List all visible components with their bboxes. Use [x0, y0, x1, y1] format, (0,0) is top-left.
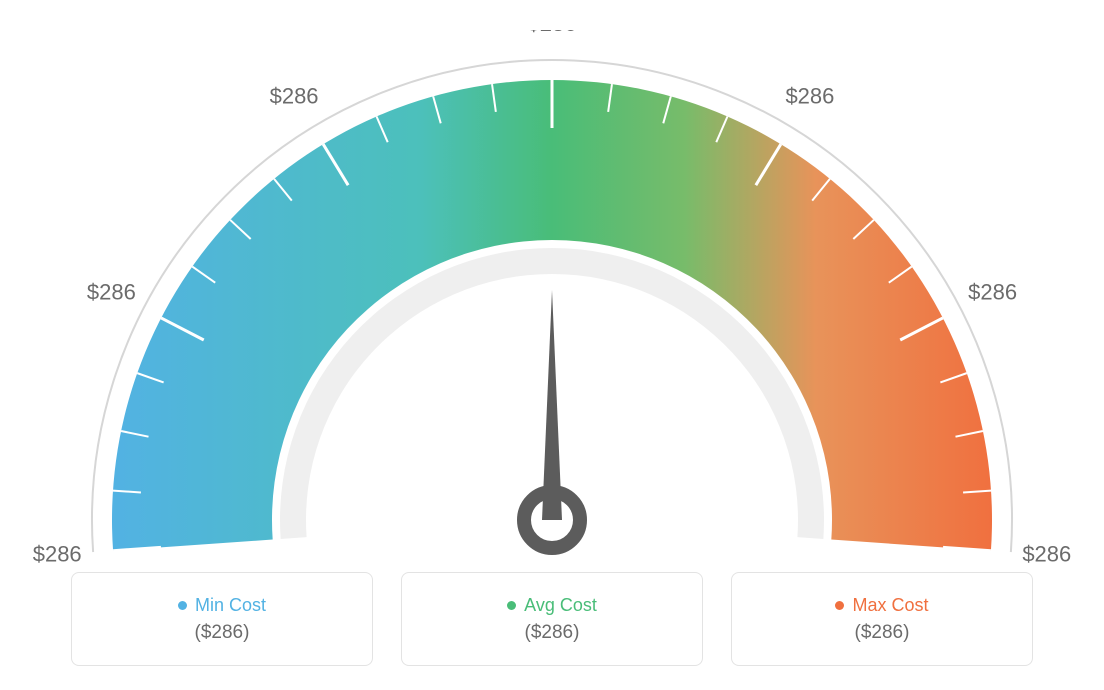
tick-label: $286: [87, 279, 136, 304]
legend-title: Min Cost: [178, 595, 266, 616]
tick-label: $286: [968, 279, 1017, 304]
legend-label: Max Cost: [852, 595, 928, 616]
tick-label: $286: [528, 30, 577, 36]
gauge: $286 $286 $286 $286 $286 $286 $286: [22, 30, 1082, 575]
tick-label: $286: [33, 542, 82, 567]
legend-value: ($286): [195, 622, 250, 644]
legend-row: Min Cost ($286) Avg Cost ($286) Max Cost ($28…: [71, 572, 1033, 666]
legend-title: Avg Cost: [507, 595, 597, 616]
legend-card: Min Cost ($286): [71, 572, 373, 666]
legend-card: Max Cost ($286): [731, 572, 1033, 666]
chart-container: $286 $286 $286 $286 $286 $286 $286 Min Cost ($2…: [0, 0, 1104, 690]
legend-dot-icon: [835, 601, 844, 610]
legend-value: ($286): [525, 622, 580, 644]
legend-label: Avg Cost: [524, 595, 597, 616]
tick-label: $286: [785, 83, 834, 108]
legend-dot-icon: [178, 601, 187, 610]
legend-card: Avg Cost ($286): [401, 572, 703, 666]
legend-title: Max Cost: [835, 595, 928, 616]
legend-dot-icon: [507, 601, 516, 610]
tick-label: $286: [270, 83, 319, 108]
legend-value: ($286): [855, 622, 910, 644]
legend-label: Min Cost: [195, 595, 266, 616]
gauge-svg: $286 $286 $286 $286 $286 $286 $286: [22, 30, 1082, 570]
tick-label: $286: [1022, 542, 1071, 567]
